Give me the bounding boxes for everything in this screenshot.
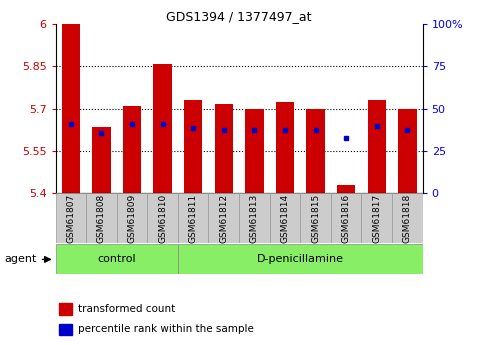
Text: agent: agent	[5, 255, 37, 264]
Text: GSM61814: GSM61814	[281, 194, 289, 243]
Bar	[392, 193, 423, 243]
Text: transformed count: transformed count	[78, 304, 175, 314]
Bar	[306, 109, 325, 193]
Text: GSM61817: GSM61817	[372, 194, 381, 243]
Bar	[398, 109, 416, 193]
Bar	[214, 105, 233, 193]
Text: GSM61808: GSM61808	[97, 194, 106, 243]
Bar	[270, 193, 300, 243]
Bar	[56, 244, 178, 274]
Bar	[62, 24, 80, 193]
Bar	[300, 193, 331, 243]
Bar	[117, 193, 147, 243]
Bar	[361, 193, 392, 243]
Text: percentile rank within the sample: percentile rank within the sample	[78, 324, 254, 334]
Bar	[59, 304, 72, 315]
Text: GSM61807: GSM61807	[66, 194, 75, 243]
Bar	[56, 193, 86, 243]
Text: GSM61810: GSM61810	[158, 194, 167, 243]
Bar	[239, 193, 270, 243]
Bar	[123, 106, 141, 193]
Bar	[178, 244, 423, 274]
Bar	[154, 63, 172, 193]
Bar	[209, 193, 239, 243]
Text: GSM61813: GSM61813	[250, 194, 259, 243]
Bar	[147, 193, 178, 243]
Text: GSM61818: GSM61818	[403, 194, 412, 243]
Bar	[86, 193, 117, 243]
Text: GSM61815: GSM61815	[311, 194, 320, 243]
Bar	[276, 102, 294, 193]
Bar	[92, 127, 111, 193]
Text: GSM61816: GSM61816	[341, 194, 351, 243]
Bar	[184, 100, 202, 193]
Bar	[178, 193, 209, 243]
Text: D-penicillamine: D-penicillamine	[257, 254, 344, 264]
Text: GSM61809: GSM61809	[128, 194, 137, 243]
Bar	[245, 109, 264, 193]
Title: GDS1394 / 1377497_at: GDS1394 / 1377497_at	[166, 10, 312, 23]
Text: GSM61812: GSM61812	[219, 194, 228, 243]
Bar	[59, 324, 72, 335]
Text: GSM61811: GSM61811	[189, 194, 198, 243]
Bar	[368, 100, 386, 193]
Bar	[331, 193, 361, 243]
Bar	[337, 185, 355, 193]
Text: control: control	[98, 254, 136, 264]
